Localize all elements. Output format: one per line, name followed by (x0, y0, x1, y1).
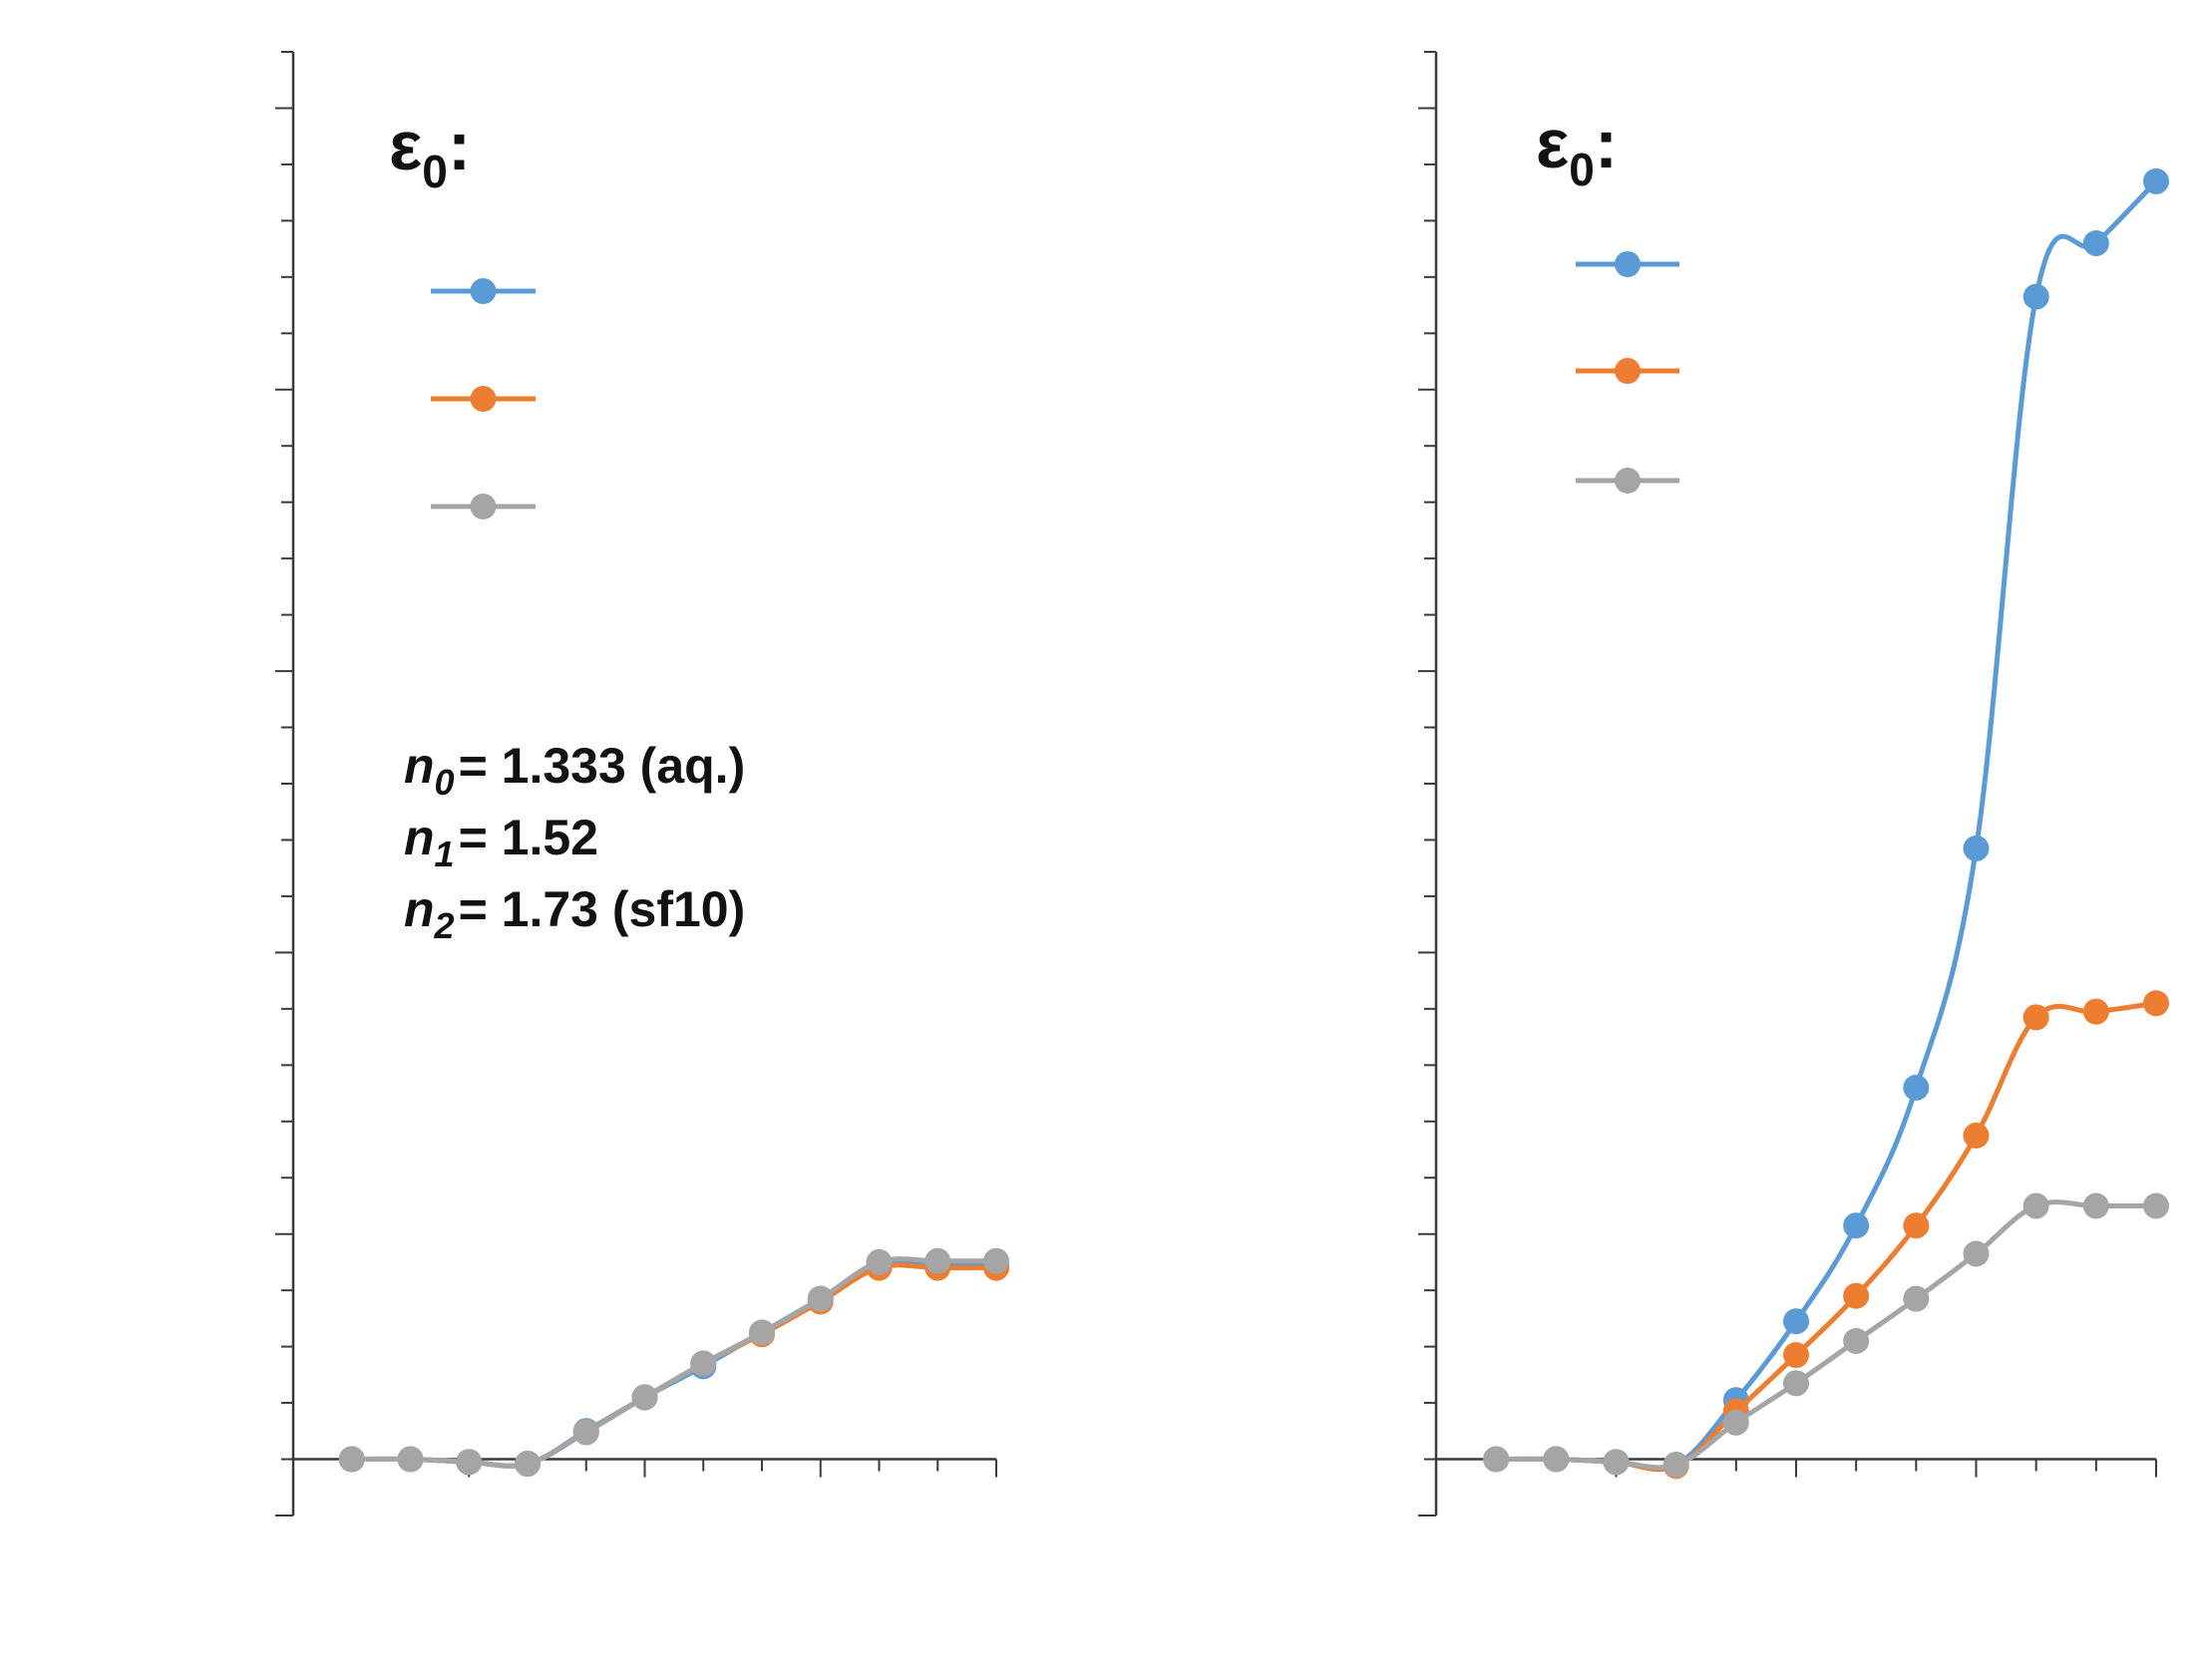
data-point (515, 1451, 541, 1478)
annotation-var: n (404, 881, 435, 937)
legend-title-suffix: : (448, 107, 471, 184)
data-point (1783, 1308, 1809, 1335)
data-point (572, 1419, 599, 1446)
data-point (1843, 1327, 1870, 1354)
legend-marker (470, 278, 497, 304)
series-line-2 (1496, 1199, 2156, 1471)
legend-marker (470, 494, 497, 519)
chart-panel-b: ε0: (1418, 51, 2169, 1516)
series-line-2 (351, 1256, 997, 1469)
series-line-0 (351, 1259, 996, 1469)
data-point (866, 1248, 893, 1275)
annotation-text: = 1.52 (459, 810, 598, 865)
annotation-sub: 0 (435, 762, 455, 803)
annotation-line: n0= 1.333 (aq.) (404, 738, 745, 803)
data-point (2082, 998, 2109, 1025)
data-point (2022, 283, 2049, 310)
data-point (1843, 1282, 1870, 1309)
legend-marker (1615, 251, 1641, 277)
data-point (1963, 1122, 1990, 1149)
legend-marker (470, 386, 497, 412)
data-point (690, 1350, 717, 1377)
legend-title-subscript: 0 (422, 146, 448, 197)
data-point (1903, 1285, 1930, 1312)
legend-title-suffix: : (1595, 105, 1618, 182)
legend-title: ε0: (1536, 105, 1618, 195)
data-point (1662, 1452, 1689, 1479)
data-point (2082, 1192, 2109, 1219)
data-point (749, 1319, 775, 1346)
data-point (2143, 168, 2169, 194)
data-point (456, 1449, 483, 1476)
annotation-var: n (404, 810, 435, 865)
data-point (1603, 1449, 1630, 1476)
data-point (1843, 1212, 1870, 1239)
data-point (2022, 1192, 2049, 1219)
series-line-1 (1496, 1000, 2157, 1473)
legend-title-symbol: ε (389, 107, 422, 184)
series-line-0 (1496, 179, 2158, 1473)
data-point (924, 1247, 951, 1274)
series-line-1 (351, 1262, 996, 1469)
annotation-sub: 2 (434, 905, 455, 946)
annotation-var: n (404, 738, 435, 794)
data-point (1483, 1446, 1510, 1473)
annotation-text: = 1.333 (aq.) (459, 738, 746, 794)
annotation-text: = 1.73 (sf10) (459, 881, 746, 937)
data-point (2143, 990, 2169, 1017)
data-point (2082, 229, 2109, 256)
data-point (397, 1446, 424, 1473)
legend-title: ε0: (389, 107, 471, 197)
data-point (1783, 1370, 1809, 1397)
legend-marker (1615, 468, 1641, 494)
annotation-line: n1= 1.52 (404, 810, 598, 874)
data-point (1783, 1342, 1809, 1369)
data-point (807, 1285, 834, 1312)
data-point (1903, 1074, 1930, 1101)
data-point (1722, 1409, 1749, 1436)
data-point (1963, 1240, 1990, 1267)
data-point (2022, 1004, 2049, 1031)
annotation-sub: 1 (435, 834, 455, 874)
data-point (2143, 1192, 2169, 1219)
data-point (1963, 835, 1990, 861)
data-point (1543, 1446, 1570, 1473)
data-point (631, 1384, 658, 1411)
annotation-line: n2= 1.73 (sf10) (404, 881, 745, 946)
legend-marker (1615, 358, 1641, 384)
legend-title-subscript: 0 (1569, 144, 1595, 195)
legend-title-symbol: ε (1536, 105, 1569, 182)
data-point (338, 1446, 365, 1473)
data-point (1903, 1212, 1930, 1239)
data-point (983, 1247, 1009, 1274)
